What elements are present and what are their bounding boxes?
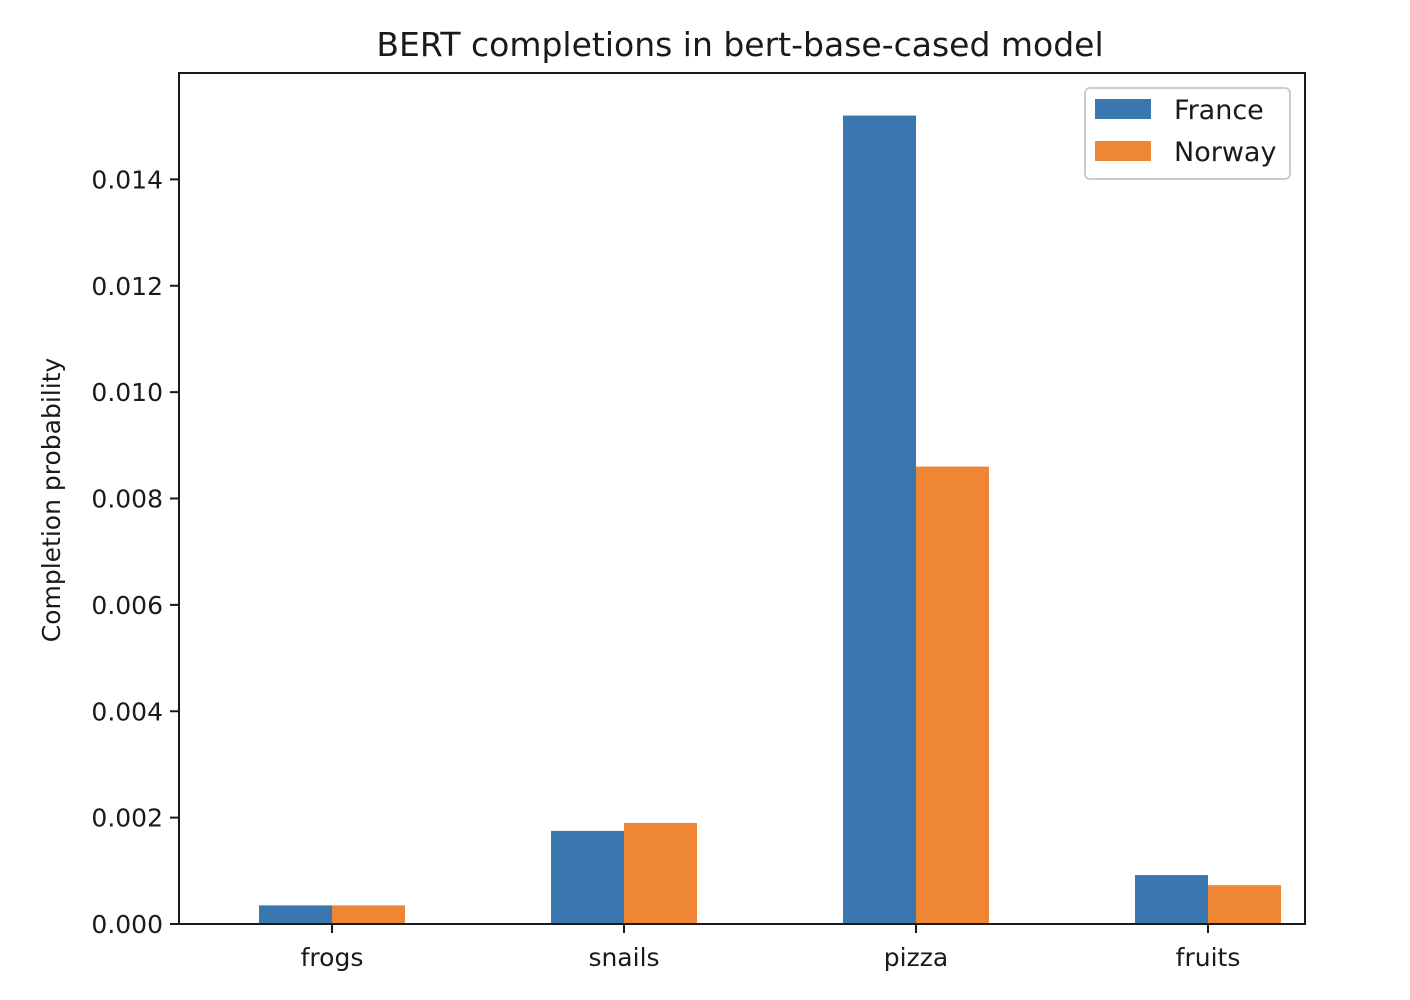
y-tick-label: 0.002 [91,804,163,833]
y-axis-label: Completion probability [37,358,66,643]
bar-norway-pizza [916,466,989,924]
x-axis: frogs snails pizza fruits [301,924,1241,972]
legend-swatch-norway [1095,141,1151,161]
y-tick-label: 0.010 [91,378,163,407]
x-tick-label-fruits: fruits [1176,943,1241,972]
x-tick-label-snails: snails [588,943,659,972]
y-axis: 0.000 0.002 0.004 0.006 0.008 0.010 0.012 0.014 [91,165,179,939]
bar-norway-snails [624,822,697,924]
x-tick-label-frogs: frogs [301,943,364,972]
y-tick-label: 0.014 [91,165,163,194]
y-tick-label: 0.004 [91,697,163,726]
y-tick-label: 0.008 [91,485,163,514]
bar-france-snails [551,830,624,924]
y-tick-label: 0.012 [91,272,163,301]
legend: France Norway [1084,87,1291,180]
legend-label-france: France [1174,95,1264,126]
chart-title: BERT completions in bert-base-cased mode… [376,25,1103,64]
plot-frame [178,72,1306,925]
x-tick-label-pizza: pizza [884,943,948,972]
y-tick-label: 0.006 [91,591,163,620]
bar-france-frogs [259,905,332,924]
y-tick-label: 0.000 [91,910,163,939]
bar-norway-frogs [332,905,405,924]
legend-swatch-france [1095,99,1151,119]
bar-france-fruits [1135,875,1208,924]
plot-area [259,115,1281,925]
bar-norway-fruits [1208,885,1281,924]
legend-label-norway: Norway [1174,137,1276,168]
bar-france-pizza [843,115,916,925]
